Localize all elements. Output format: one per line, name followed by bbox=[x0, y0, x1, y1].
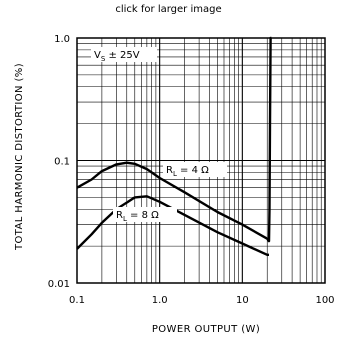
series-lines bbox=[76, 36, 272, 256]
x-tick-label: 0.1 bbox=[69, 295, 85, 306]
annotations: VS ± 25V RL = 4 Ω RL = 8 Ω bbox=[91, 47, 227, 223]
x-tick-label: 10 bbox=[236, 295, 249, 306]
series-label-rl-8ohm-background bbox=[113, 207, 177, 222]
supply-voltage-label: VS ± 25V bbox=[94, 50, 140, 63]
series-label-rl-8ohm: RL = 8 Ω bbox=[116, 210, 159, 223]
y-axis-label: TOTAL HARMONIC DISTORTION (%) bbox=[14, 63, 25, 251]
caption-link[interactable]: click for larger image bbox=[115, 4, 222, 15]
y-tick-label: 0.01 bbox=[48, 279, 70, 290]
x-axis-label: POWER OUTPUT (W) bbox=[152, 324, 260, 335]
y-tick-label: 1.0 bbox=[54, 34, 70, 45]
y-tick-label: 0.1 bbox=[54, 157, 70, 168]
plot-frame bbox=[76, 37, 326, 284]
series-line-rl-8ohm bbox=[76, 195, 269, 256]
supply-voltage-label-background bbox=[91, 47, 157, 62]
x-tick-label: 1.0 bbox=[152, 295, 168, 306]
x-tick-label: 100 bbox=[315, 295, 334, 306]
series-label-rl-4ohm-background bbox=[163, 162, 227, 177]
series-line-rl-4ohm bbox=[76, 36, 272, 243]
grid bbox=[77, 38, 325, 283]
tick-labels: 0.1 1.0 10 100 0.01 0.1 1.0 bbox=[48, 34, 335, 306]
series-label-rl-4ohm: RL = 4 Ω bbox=[166, 165, 209, 178]
